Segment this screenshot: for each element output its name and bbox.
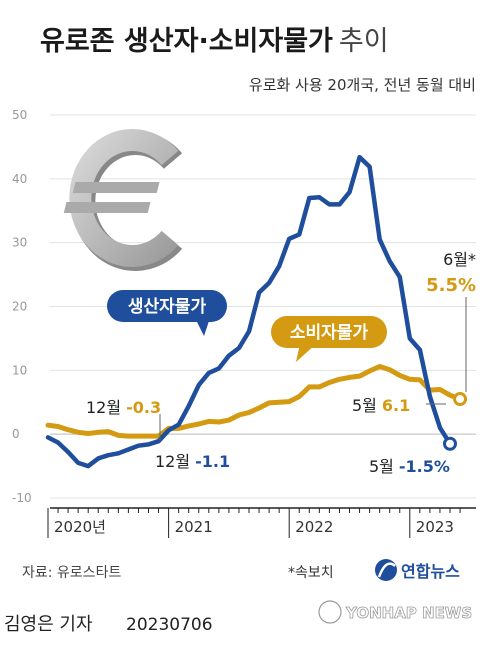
annotation-jun2023-month: 6월* [443,250,476,269]
annotation-jun2023-value: 5.5% [426,275,476,296]
end-marker-producer [443,436,457,451]
chart-title: 유로존 생산자·소비자물가 추이 [40,26,389,57]
credit-date: 20230706 [126,615,213,635]
y-tick-label: 10 [12,363,27,377]
series-group [45,154,463,469]
x-tick-label: 2023 [416,518,454,536]
annotation-may2023-consumer: 5월 6.1 [352,396,410,415]
x-tick-label: 2022 [295,518,333,536]
credit-name: 김영은 기자 [4,614,93,635]
svg-text:연합뉴스: 연합뉴스 [401,562,460,581]
end-marker-consumer [453,392,468,407]
x-axis: 2020년 2021 2022 2023 [47,507,476,538]
chart-title-main: 유로존 생산자·소비자물가 [40,26,333,57]
y-tick-label: 40 [12,172,27,186]
watermark: YONHAP NEWS [318,600,473,624]
svg-text:소비자물가: 소비자물가 [290,323,369,343]
y-axis-ticks: 50 40 30 20 10 0 -10 [12,108,32,505]
y-tick-label: 20 [12,300,27,314]
svg-text:YONHAP NEWS: YONHAP NEWS [345,604,472,622]
yonhap-logo-icon: 연합뉴스 [375,559,460,581]
y-tick-label: 50 [12,108,27,122]
y-tick-label: 30 [12,236,27,250]
series-line-producer [45,154,453,469]
y-tick-label: 0 [12,427,20,441]
svg-text:생산자물가: 생산자물가 [128,297,207,317]
annotation-may2023-producer: 5월 -1.5% [369,457,450,476]
legend-producer-pill: 생산자물가 [107,290,227,336]
y-tick-label: -10 [12,491,32,505]
callout-lines [159,297,467,440]
footnote-text: *속보치 [288,565,334,581]
x-tick-label: 2021 [175,518,213,536]
chart-subtitle: 유로화 사용 20개국, 전년 동월 대비 [249,76,476,94]
series-line-consumer [45,364,463,439]
legend-consumer-pill: 소비자물가 [271,316,387,362]
end-markers [443,392,468,451]
chart-title-suffix: 추이 [339,26,389,57]
x-tick-label: 2020년 [54,518,106,536]
euro-sign-icon [63,129,183,271]
annotation-dec2020-producer: 12월 -1.1 [155,452,230,471]
source-text: 자료: 유로스타트 [22,565,121,581]
annotation-dec2020-consumer: 12월 -0.3 [86,398,161,417]
